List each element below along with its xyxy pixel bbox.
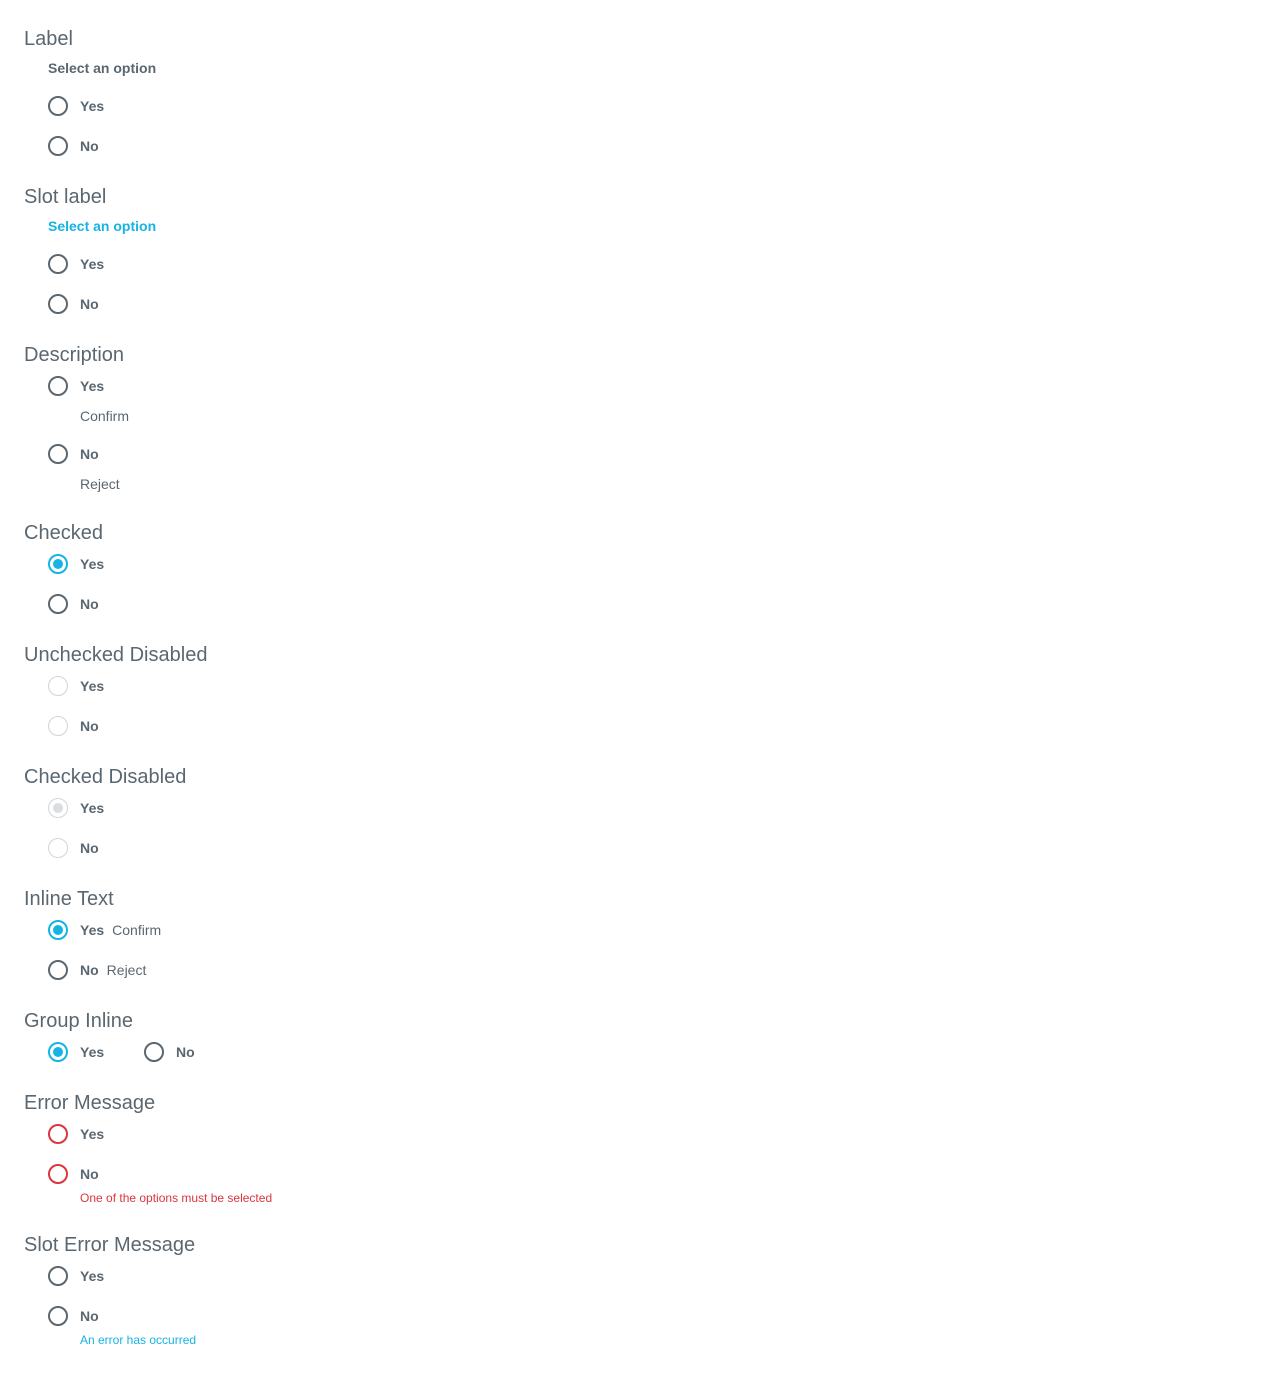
- radio-slot-error-yes[interactable]: Yes: [48, 1264, 104, 1288]
- radio-error-icon[interactable]: [48, 1164, 68, 1184]
- radio-option-label: Yes: [80, 556, 105, 572]
- radio-circle-icon[interactable]: [48, 960, 68, 980]
- radio-circle-icon[interactable]: [144, 1042, 164, 1062]
- radio-label-yes[interactable]: Yes: [48, 94, 104, 118]
- radio-error-yes[interactable]: Yes: [48, 1122, 104, 1146]
- radio-option-label: Yes: [80, 98, 105, 114]
- radio-checked-icon[interactable]: [48, 554, 68, 574]
- radio-checked-icon[interactable]: [48, 1042, 68, 1062]
- radio-circle-icon[interactable]: [48, 1306, 68, 1326]
- radio-option-label: Yes: [80, 1126, 105, 1142]
- radio-description-text: Reject: [80, 476, 120, 492]
- radio-checked-disabled-icon: [48, 798, 68, 818]
- section-title-checked-disabled: Checked Disabled: [24, 766, 187, 788]
- radio-option-label: Yes: [80, 256, 105, 272]
- group-label: Select an option: [48, 60, 157, 76]
- radio-option-label: No: [80, 1308, 99, 1324]
- radio-option-label: Yes: [80, 800, 105, 816]
- radio-option-label: No: [80, 296, 99, 312]
- radio-slot-label-no[interactable]: No: [48, 292, 99, 316]
- radio-circle-icon[interactable]: [48, 254, 68, 274]
- radio-unchecked-disabled-no: No: [48, 714, 99, 738]
- radio-circle-icon[interactable]: [48, 594, 68, 614]
- radio-slot-label-yes[interactable]: Yes: [48, 252, 104, 276]
- radio-option-label: No: [80, 596, 99, 612]
- radio-inline-description: Reject: [106, 962, 147, 978]
- radio-unchecked-disabled-yes: Yes: [48, 674, 104, 698]
- radio-option-label: No: [80, 138, 99, 154]
- radio-checked-yes[interactable]: Yes: [48, 552, 104, 576]
- radio-circle-icon[interactable]: [48, 136, 68, 156]
- radio-option-label: Yes: [80, 1268, 105, 1284]
- section-title-label: Label: [24, 28, 73, 50]
- radio-option-label: No: [80, 840, 99, 856]
- radio-circle-icon[interactable]: [48, 96, 68, 116]
- radio-description-text: Confirm: [80, 408, 130, 424]
- radio-inline-text-no[interactable]: No Reject: [48, 958, 146, 982]
- radio-option-label: Yes: [80, 678, 105, 694]
- radio-checked-no[interactable]: No: [48, 592, 99, 616]
- radio-option-label: No: [176, 1044, 195, 1060]
- radio-error-icon[interactable]: [48, 1124, 68, 1144]
- section-title-description: Description: [24, 344, 125, 366]
- slot-error-message: An error has occurred: [80, 1333, 197, 1347]
- radio-description-yes[interactable]: Yes: [48, 374, 104, 398]
- error-message: One of the options must be selected: [80, 1191, 273, 1205]
- radio-description-no[interactable]: No: [48, 442, 99, 466]
- radio-disabled-icon: [48, 838, 68, 858]
- radio-option-label: No: [80, 718, 99, 734]
- radio-error-no[interactable]: No: [48, 1162, 99, 1186]
- section-title-error-message: Error Message: [24, 1092, 156, 1114]
- radio-circle-icon[interactable]: [48, 1266, 68, 1286]
- radio-option-label: No: [80, 1166, 99, 1182]
- radio-disabled-icon: [48, 716, 68, 736]
- section-title-slot-error-message: Slot Error Message: [24, 1234, 196, 1256]
- radio-checked-disabled-no: No: [48, 836, 99, 860]
- radio-option-label: Yes: [80, 1044, 105, 1060]
- radio-label-no[interactable]: No: [48, 134, 99, 158]
- radio-option-label: Yes: [80, 378, 105, 394]
- radio-option-label: No: [80, 962, 99, 978]
- radio-group-inline-yes[interactable]: Yes: [48, 1040, 104, 1064]
- radio-inline-text-yes[interactable]: Yes Confirm: [48, 918, 161, 942]
- radio-inline-description: Confirm: [112, 922, 162, 938]
- section-title-inline-text: Inline Text: [24, 888, 114, 910]
- section-title-slot-label: Slot label: [24, 186, 107, 208]
- radio-checked-icon[interactable]: [48, 920, 68, 940]
- section-title-checked: Checked: [24, 522, 103, 544]
- section-title-unchecked-disabled: Unchecked Disabled: [24, 644, 208, 666]
- radio-circle-icon[interactable]: [48, 444, 68, 464]
- radio-slot-error-no[interactable]: No: [48, 1304, 99, 1328]
- radio-circle-icon[interactable]: [48, 294, 68, 314]
- radio-option-label: No: [80, 446, 99, 462]
- radio-checked-disabled-yes: Yes: [48, 796, 104, 820]
- radio-group-inline-no[interactable]: No: [144, 1040, 195, 1064]
- slot-group-label: Select an option: [48, 218, 157, 234]
- section-title-group-inline: Group Inline: [24, 1010, 133, 1032]
- radio-disabled-icon: [48, 676, 68, 696]
- radio-option-label: Yes: [80, 922, 105, 938]
- radio-circle-icon[interactable]: [48, 376, 68, 396]
